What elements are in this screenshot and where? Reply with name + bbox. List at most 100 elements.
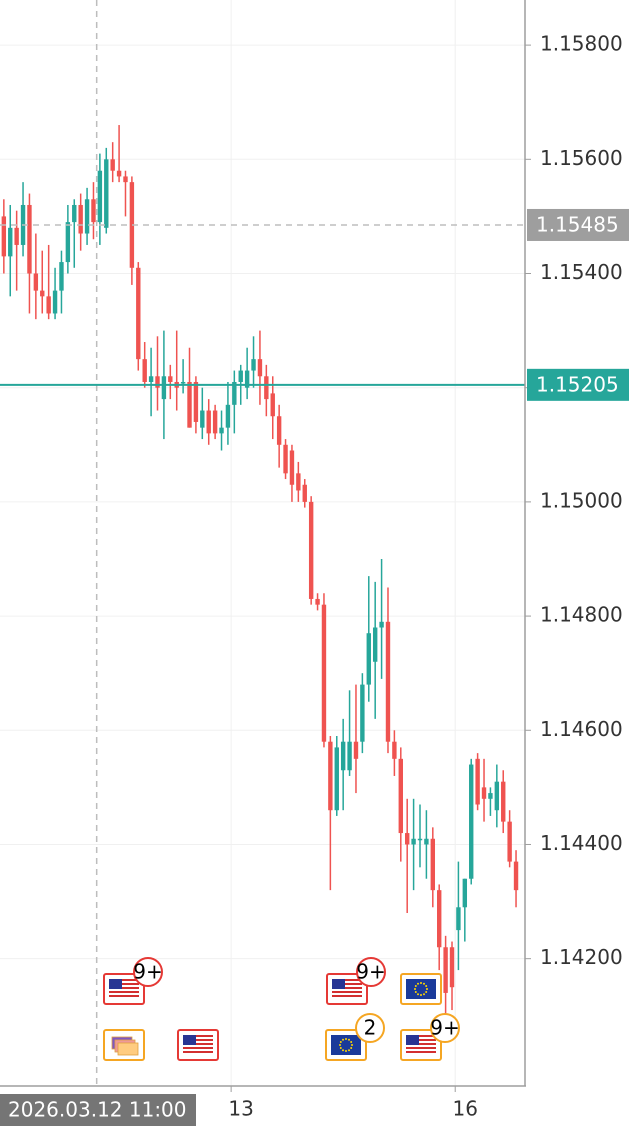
y-tick-label: 1.15800	[540, 32, 623, 56]
candle-body	[283, 444, 288, 474]
candle-body	[411, 838, 416, 845]
candle-body	[488, 793, 493, 799]
event-badge	[133, 957, 163, 987]
candle-body	[193, 381, 199, 422]
candle-body	[481, 787, 487, 799]
candle-body	[8, 227, 13, 257]
flag-star	[339, 1044, 341, 1046]
candle-body	[91, 199, 96, 223]
candle-body	[40, 290, 45, 297]
flag-star	[414, 991, 417, 993]
candle-body	[251, 359, 256, 371]
candle-body	[475, 758, 480, 805]
candle-body	[276, 416, 282, 445]
crosshair-price-box	[527, 208, 629, 241]
candle-body	[200, 410, 205, 428]
candle-body	[180, 381, 186, 384]
candle-body	[430, 838, 436, 891]
grid	[0, 0, 525, 1086]
y-tick-label: 1.15600	[540, 146, 623, 170]
candle-body	[501, 781, 506, 822]
candle-body	[59, 262, 64, 291]
y-tick-label: 1.15400	[540, 260, 623, 284]
candle-body	[142, 359, 147, 382]
candle-body	[129, 182, 135, 268]
flag-stripe	[332, 983, 362, 985]
candle-body	[328, 741, 333, 811]
candle-body	[257, 359, 263, 377]
flag-stripe	[406, 1043, 436, 1045]
candle-body	[116, 170, 122, 177]
event-badge-label: 9+	[356, 960, 385, 984]
flag-eu	[406, 979, 436, 999]
candle-body	[225, 404, 231, 428]
candle-body	[187, 381, 192, 428]
candle-body	[424, 838, 429, 845]
candle-body	[104, 159, 109, 228]
flag-stripe	[183, 1039, 213, 1041]
candle-body	[385, 621, 391, 742]
flag-stripe	[109, 983, 139, 985]
event-badge	[355, 1013, 385, 1043]
candle-body	[244, 370, 250, 388]
flag-star	[351, 1044, 353, 1046]
flag-star	[417, 993, 419, 996]
flag-star	[350, 1041, 353, 1043]
x-tick-label: 13	[228, 1097, 253, 1121]
candle-body	[97, 170, 103, 223]
flag-stripe	[332, 995, 362, 997]
candle-body	[155, 376, 160, 388]
flag-canton	[406, 1035, 419, 1045]
overlays	[0, 0, 525, 1086]
candle-body	[289, 450, 295, 485]
candle-body	[123, 176, 128, 183]
candle-body	[340, 741, 346, 771]
flag-stripe	[183, 1047, 213, 1049]
price-box	[527, 368, 629, 401]
candle-body	[84, 199, 90, 234]
candle-body	[52, 290, 58, 314]
candle-body	[456, 907, 461, 931]
flag-star	[420, 994, 422, 996]
flag-star	[345, 1050, 347, 1052]
flag-stripe	[332, 987, 362, 989]
candle-body	[270, 393, 275, 417]
candle-body	[513, 861, 519, 891]
event-badge-label: 9+	[133, 960, 162, 984]
candle-body	[334, 747, 339, 811]
flag-stripe	[406, 1051, 436, 1053]
candle-body	[469, 764, 474, 879]
candle-body	[206, 410, 211, 434]
candle-body	[507, 821, 512, 862]
candle-body	[449, 947, 455, 988]
crosshair-price-label: 1.15485	[536, 212, 619, 236]
y-tick-label: 1.14800	[540, 603, 623, 627]
flag-star	[350, 1047, 353, 1049]
candle-body	[14, 227, 19, 245]
candle-body	[168, 376, 173, 382]
events: 9+ 9+ 2 9+	[103, 957, 460, 1061]
x-tick-label: 16	[452, 1097, 477, 1121]
candle-body	[398, 758, 403, 834]
flag-stripe	[109, 979, 139, 981]
flag-stripe	[109, 991, 139, 993]
flag-stripe	[406, 1035, 436, 1037]
flag-stripe	[109, 995, 139, 997]
candle-body	[212, 410, 218, 434]
candles	[1, 125, 519, 1016]
candle-body	[392, 741, 397, 759]
flag-stripe	[183, 1035, 213, 1037]
crosshair-time-label: 2026.03.12 11:00	[8, 1098, 187, 1122]
event-badge-label: 9+	[430, 1016, 459, 1040]
crosshair-time-box	[0, 1094, 196, 1126]
flag-star	[348, 1038, 350, 1041]
flag-star	[414, 985, 417, 987]
flag-star	[348, 1049, 350, 1052]
candle-body	[462, 878, 468, 908]
flag-star	[339, 1047, 342, 1049]
flag-star	[342, 1038, 344, 1041]
flag-eu	[331, 1035, 361, 1055]
flag-canton	[109, 979, 122, 989]
y-tick-label: 1.14200	[540, 945, 623, 969]
